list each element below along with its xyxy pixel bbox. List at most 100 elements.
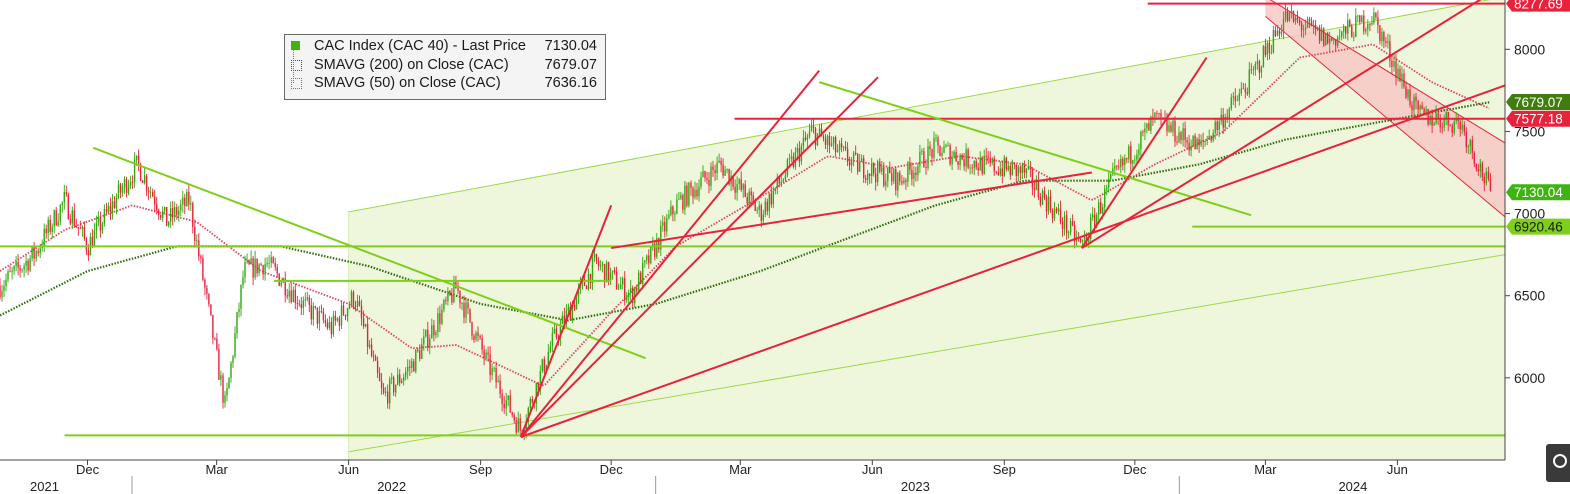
price-bar-body [1152, 116, 1154, 118]
price-bar-body [1218, 121, 1220, 130]
legend-row-price[interactable]: CAC Index (CAC 40) - Last Price 7130.04 [291, 38, 601, 56]
x-tick-label: Dec [600, 462, 624, 477]
price-bar-body [330, 322, 333, 335]
price-bar-body [1212, 133, 1214, 141]
price-bar-body [983, 155, 985, 174]
price-bar-body [615, 271, 618, 289]
price-bar-body [700, 177, 702, 187]
x-tick-label: Dec [76, 462, 100, 477]
price-bar-body [1188, 142, 1190, 151]
price-bar-body [780, 181, 782, 184]
price-bar-body [1256, 61, 1259, 64]
price-bar-body [389, 379, 391, 404]
price-bar-body [696, 189, 698, 197]
price-bar-body [513, 415, 515, 421]
price-bar-body [1292, 10, 1295, 22]
price-bar-body [85, 238, 88, 251]
y-tick-label: 7500 [1514, 123, 1545, 139]
price-bar-body [1234, 96, 1236, 101]
price-bar-body [1318, 27, 1321, 41]
x-year-label: 2023 [901, 479, 930, 494]
price-bar-body [1045, 197, 1048, 212]
price-bar-body [1174, 120, 1176, 142]
price-bar-body [145, 175, 148, 191]
price-bar-body [1090, 217, 1092, 239]
price-bar-body [1443, 119, 1445, 128]
price-bar-body [463, 303, 465, 318]
price-bar-body [274, 263, 276, 268]
price-bar-body [264, 264, 266, 275]
price-bar-body [684, 185, 686, 210]
price-bar-body [694, 189, 696, 198]
price-bar-body [925, 167, 927, 168]
price-bar-body [1186, 140, 1188, 143]
price-bar-body [981, 157, 983, 174]
price-bar-body [362, 318, 365, 327]
y-axis-panel [1505, 0, 1570, 494]
price-bar-body [802, 138, 805, 146]
price-bar-body [1369, 23, 1371, 25]
price-bar-body [1210, 135, 1212, 141]
price-bar-body [154, 196, 156, 205]
price-bar-body [1092, 214, 1094, 218]
price-bar-body [258, 264, 260, 274]
price-bar-body [184, 197, 186, 207]
price-bar-body [9, 271, 11, 273]
price-bar-body [937, 137, 939, 146]
trend-line-4 [520, 76, 879, 438]
price-bar-body [1208, 135, 1210, 140]
price-bar-body [1310, 20, 1313, 26]
price-bar-body [1104, 189, 1106, 208]
legend-sma200-value: 7679.07 [544, 57, 597, 73]
price-bar-body [1021, 164, 1024, 173]
price-bar-body [1222, 114, 1224, 128]
price-bar-body [1453, 121, 1455, 134]
price-bar-body [1098, 202, 1100, 216]
price-bar-body [531, 399, 533, 403]
price-bar-body [1015, 164, 1017, 177]
price-bar-body [891, 173, 893, 182]
price-bar-body [113, 201, 116, 208]
price-bar-body [1033, 187, 1036, 190]
price-bar-body [137, 155, 140, 164]
price-bar-body [828, 136, 831, 146]
legend-row-sma50[interactable]: SMAVG (50) on Close (CAC) 7636.16 [291, 75, 601, 93]
price-bar-body [376, 360, 379, 373]
y-tick-label: 8000 [1514, 41, 1545, 57]
price-bar-body [1449, 125, 1451, 126]
price-bar-body [913, 172, 915, 179]
trend-line-7 [1081, 0, 1482, 249]
price-bar-body [754, 201, 756, 211]
price-bar-body [238, 308, 240, 313]
chart-options-button[interactable] [1546, 444, 1570, 482]
price-bar-body [664, 222, 666, 232]
price-bar-body [1258, 61, 1261, 73]
price-bar-body [722, 164, 724, 176]
price-bar-body [433, 325, 435, 336]
price-bar-body [182, 197, 184, 205]
price-bar-body [1063, 215, 1066, 229]
trend-line-6 [611, 171, 1092, 250]
price-bar-body [127, 185, 130, 193]
price-bar-body [927, 146, 929, 168]
price-bar-body [477, 332, 479, 336]
price-bar-body [272, 257, 274, 264]
price-bar-body [1419, 105, 1421, 110]
chart-legend[interactable]: CAC Index (CAC 40) - Last Price 7130.04 … [284, 34, 606, 100]
price-bar-body [427, 329, 429, 348]
price-bar-body [1425, 109, 1427, 115]
price-bar-body [370, 344, 373, 357]
price-bar-body [1399, 68, 1401, 82]
price-bar-body [1154, 112, 1156, 118]
price-bar-body [901, 181, 903, 184]
price-bar-body [553, 328, 556, 333]
legend-row-sma200[interactable]: SMAVG (200) on Close (CAC) 7679.07 [291, 57, 601, 75]
price-bar-body [461, 303, 463, 304]
y-tick-label: 6000 [1514, 370, 1545, 386]
price-bar-body [1377, 17, 1379, 26]
price-bar-body [164, 207, 166, 211]
price-bar-body [45, 228, 47, 234]
price-bar-body [334, 315, 337, 321]
price-bar-body [931, 149, 933, 158]
price-bar-body [260, 264, 262, 266]
